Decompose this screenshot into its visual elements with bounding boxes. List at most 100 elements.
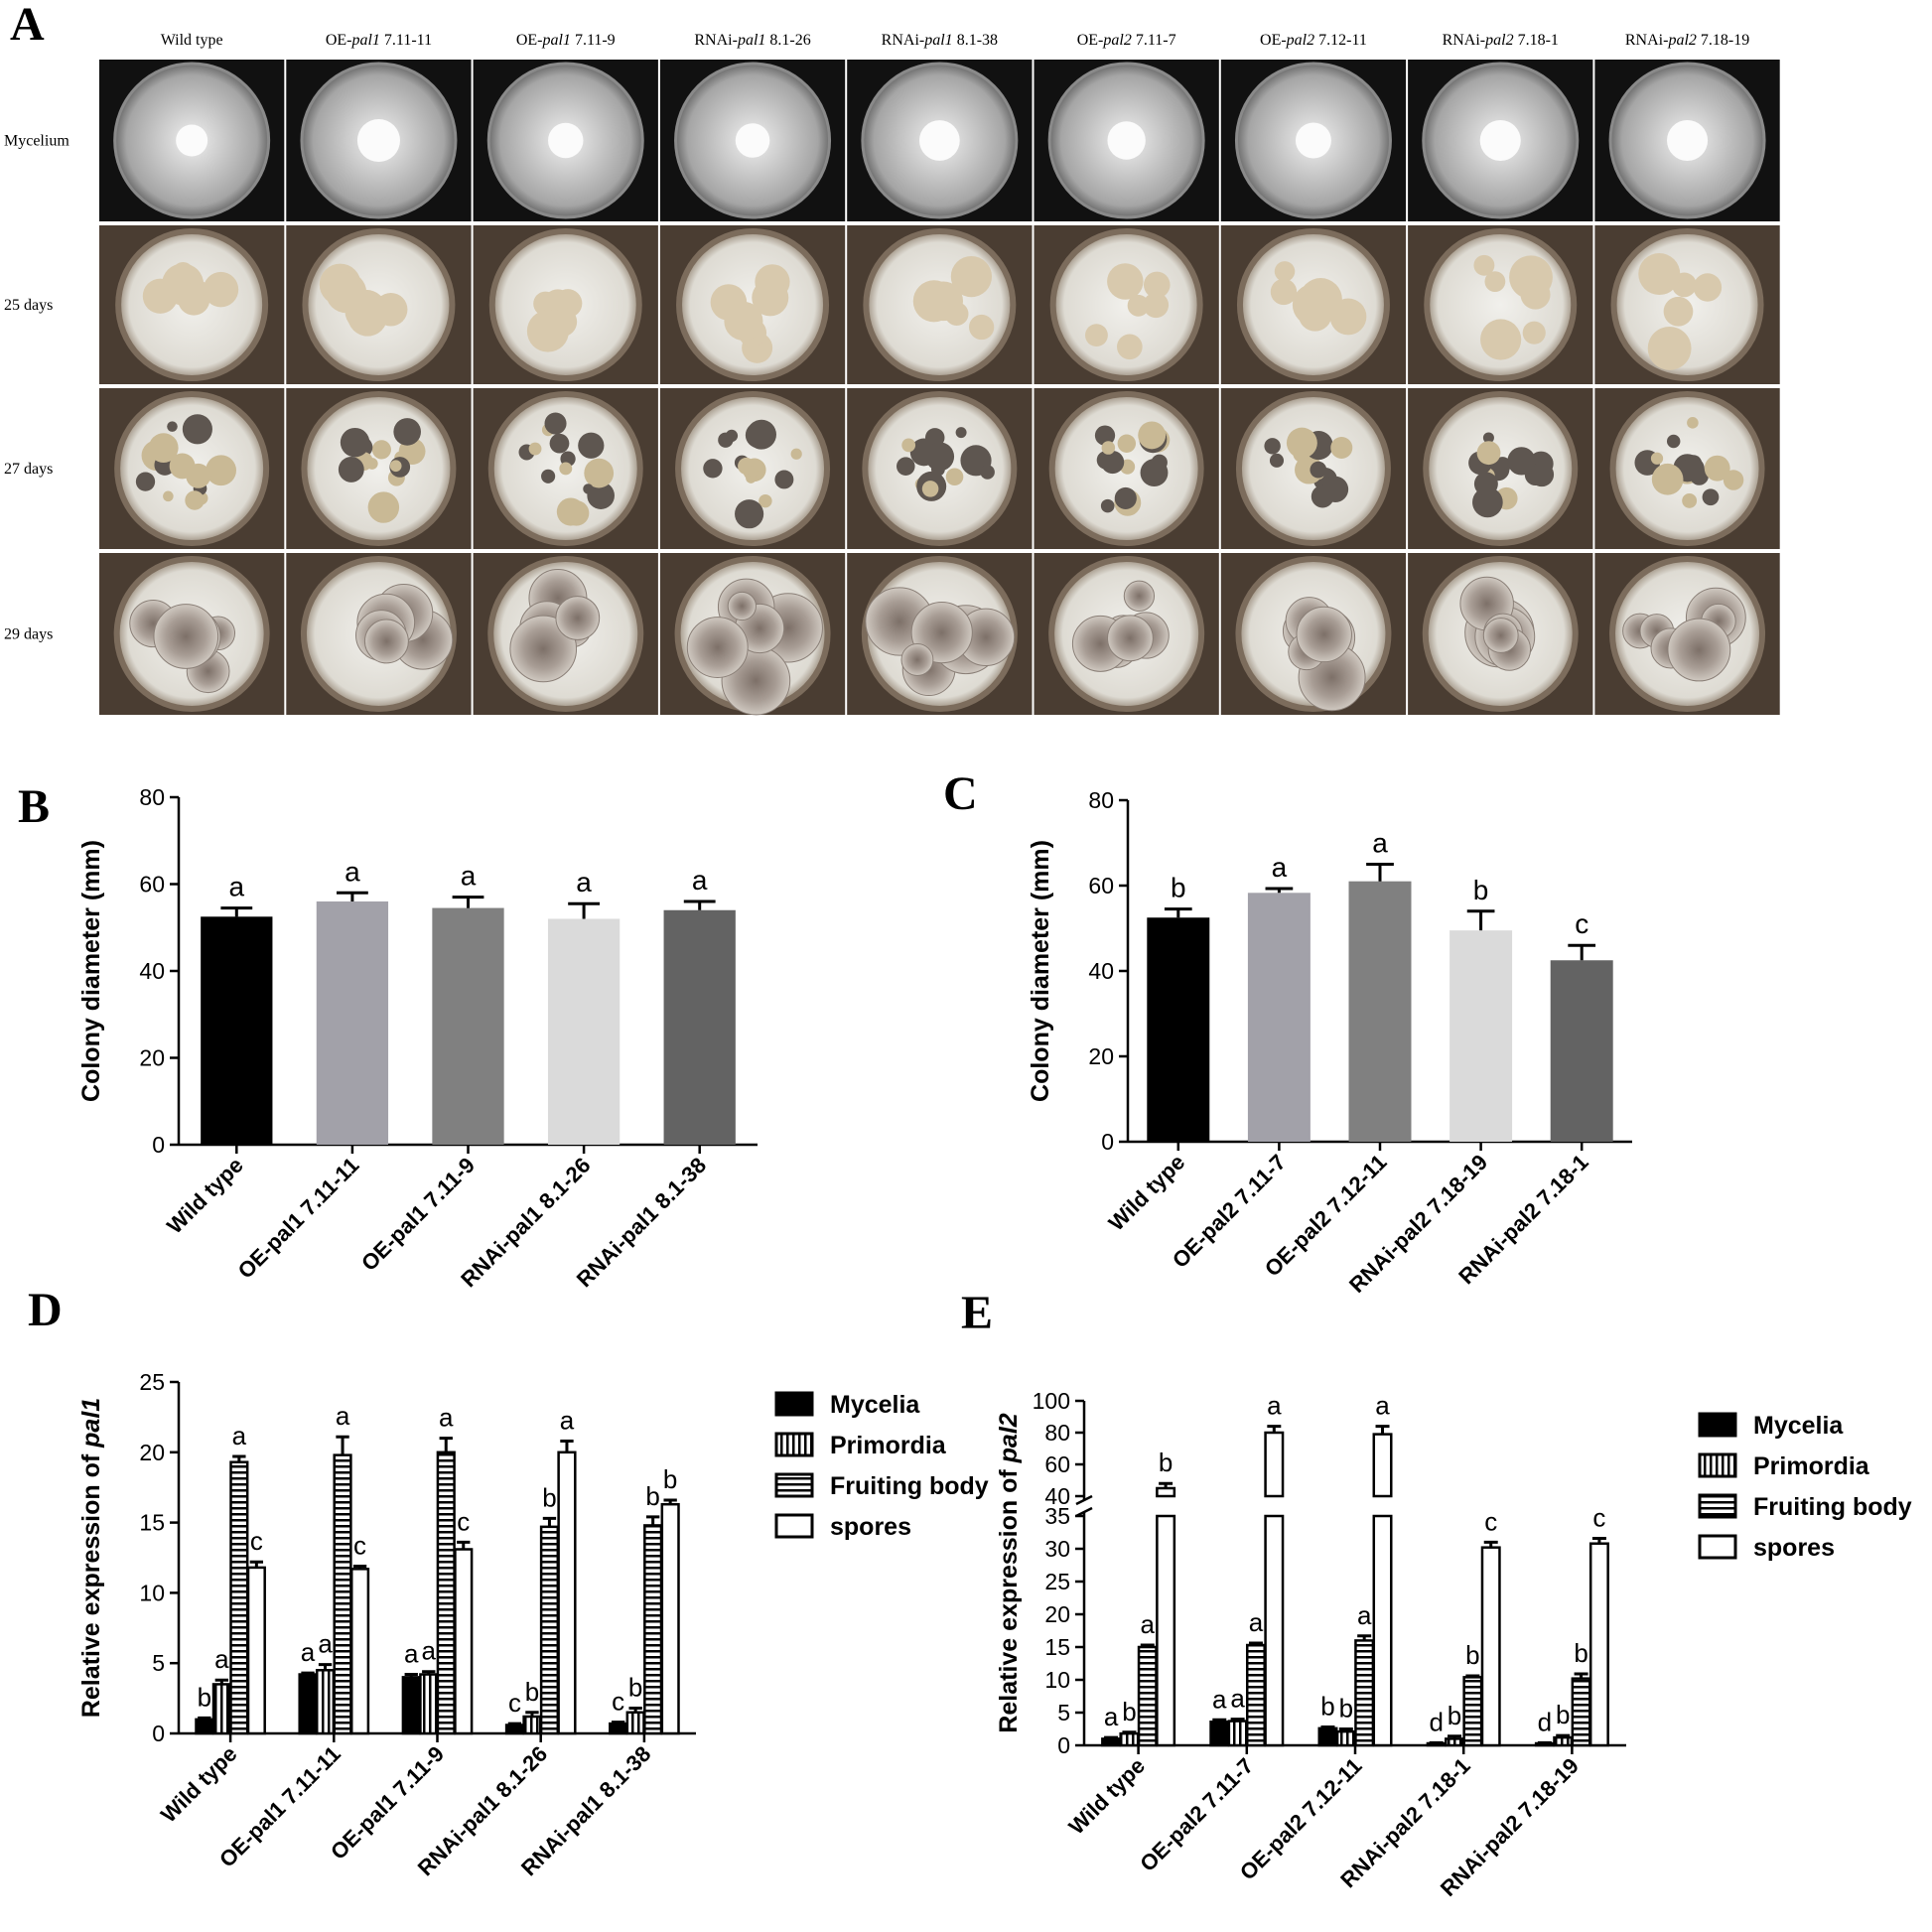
photo [1220,225,1407,384]
error-bar [1448,1734,1462,1739]
error-bar [1267,1425,1282,1433]
column-label: OE-pal2 7.12-11 [1260,32,1367,49]
y-tick-label: 5 [1057,1700,1070,1725]
primordium [1494,457,1511,474]
significance-letter: b [1159,1448,1173,1477]
primordium [1100,498,1115,513]
primordium [897,457,915,476]
primordium [790,448,802,460]
bar [557,1450,577,1735]
primordium [367,491,400,523]
primordium [1638,252,1681,296]
error-bar [611,1721,625,1725]
primordium [1274,261,1296,282]
legend-label: spores [1753,1534,1835,1562]
bar [1445,1737,1465,1747]
y-tick-label: 0 [1057,1732,1070,1758]
legend-label: spores [830,1513,911,1541]
primordium [163,490,174,502]
colony-center [356,118,400,163]
primordium [1094,425,1116,446]
panel-label: D [28,1284,63,1336]
bar [1571,1677,1591,1747]
bar [1588,1542,1609,1747]
photo [847,60,1033,221]
error-bar [404,1673,418,1678]
colony-center [918,120,960,161]
bar [316,901,389,1145]
primordium [584,458,615,488]
colony-center [548,122,584,159]
primordium [1329,298,1367,336]
photo [1408,60,1593,221]
photo [1594,388,1780,549]
y-tick-label: 25 [139,1369,165,1395]
significance-letter: a [1249,1607,1264,1637]
error-bar [1574,1672,1588,1679]
primordium [1473,472,1498,496]
error-bar [568,901,601,919]
primordium [759,493,772,508]
primordium [747,466,759,478]
significance-letter: a [439,1403,454,1433]
error-bar [1230,1718,1245,1722]
significance-letter: a [422,1636,437,1666]
primordium [1117,334,1143,360]
error-bar [1537,1740,1552,1744]
significance-letter: a [1141,1609,1156,1639]
y-tick-label: 40 [139,958,165,984]
significance-letter: c [612,1687,624,1717]
error-bar [1483,1540,1498,1548]
error-bar [249,1560,264,1568]
primordium [774,470,794,489]
bar [660,1502,680,1735]
photo [659,225,846,384]
significance-letter: b [1574,1638,1587,1668]
significance-letter: b [1339,1694,1353,1724]
primordium [1476,441,1501,466]
photo [473,225,658,384]
bar [211,1683,231,1735]
legend-label: Fruiting body [830,1472,989,1500]
primordium [1651,463,1684,495]
primordium [182,414,212,445]
photo [1034,388,1219,549]
photo [1408,388,1593,549]
primordium [1101,441,1116,455]
error-bar [1429,1740,1444,1744]
primordium [1269,453,1285,468]
photo [847,225,1033,384]
significance-letter: a [1375,1391,1390,1421]
primordium [373,293,408,327]
axis-break [1075,1494,1093,1506]
significance-letter: b [1465,1640,1479,1670]
primordium [178,283,210,316]
photo [1220,388,1407,549]
primordium [1140,459,1169,487]
y-tick-label: 10 [1044,1667,1070,1693]
colony-center [1107,121,1146,160]
error-bar [422,1670,436,1675]
y-tick-label: 0 [152,1132,165,1158]
primordium [1085,324,1108,347]
row-label: 25 days [4,297,53,314]
photo [1594,225,1780,384]
colony-center [1667,119,1709,162]
legend-label: Mycelia [1753,1412,1844,1440]
legend-swatch [774,1513,814,1539]
legend-swatch [1698,1452,1737,1478]
bar [539,1525,560,1735]
significance-letter: d [1429,1707,1443,1736]
photo [286,388,472,549]
photo [1034,553,1219,715]
photo [99,225,285,384]
primordium [1473,254,1495,276]
primordium [1693,273,1723,302]
error-bar [1140,1643,1155,1647]
row-label: 27 days [4,461,53,478]
primordium [1117,434,1137,453]
primordium [724,301,763,342]
error-bar [220,906,253,917]
primordium [925,442,955,472]
significance-letter: b [1556,1700,1570,1729]
